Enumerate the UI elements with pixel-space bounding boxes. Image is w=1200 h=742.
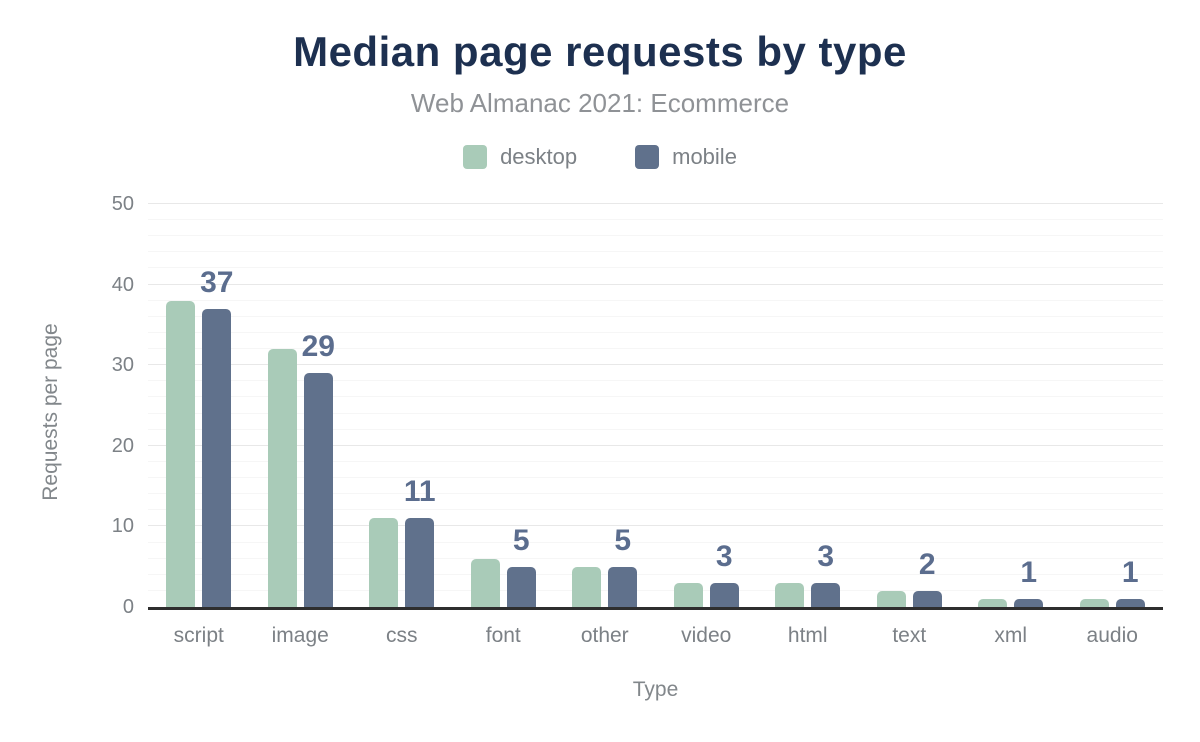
minor-gridline [148,589,1163,591]
minor-gridline [148,477,1163,479]
x-category-label: other [580,624,629,647]
y-tick-label: 40 [111,273,134,296]
minor-gridline [148,235,1163,237]
minor-gridline [148,573,1163,575]
bar-desktop-xml [978,599,1008,607]
bar-value-label: 29 [301,330,335,363]
legend-label: mobile [672,144,737,169]
bar-group-other: 5 other [554,204,656,647]
bar-mobile-audio [1115,599,1145,607]
bar-value-label: 5 [512,524,530,557]
minor-gridline [148,315,1163,317]
bar-mobile-html [811,583,841,607]
legend: desktop mobile [0,144,1200,170]
x-category-label: audio [1086,624,1138,647]
major-gridline [148,444,1163,446]
bar-desktop-script [166,301,196,607]
bar-desktop-image [267,349,297,607]
bar-mobile-css [405,518,435,607]
plot-area: 37 script 29 image 11 css 5 font 5 other 3 video 3 ht… [148,203,1164,647]
legend-swatch-mobile [635,145,660,169]
y-tick-label: 10 [111,515,134,538]
bar-mobile-video [709,583,739,607]
x-axis-title: Type [632,678,679,701]
bar-group-html: 3 html [757,204,859,647]
bar-desktop-other [572,567,602,607]
bar-desktop-text [876,591,906,607]
legend-item-desktop: desktop [463,144,577,170]
bar-value-label: 11 [403,475,436,508]
bar-value-label: 1 [1121,556,1139,589]
bar-desktop-video [673,583,703,607]
bar-mobile-image [303,373,333,607]
x-category-label: image [271,624,329,647]
minor-gridline [148,541,1163,543]
y-tick-label: 0 [122,596,134,618]
major-gridline [148,203,1163,204]
bar-value-label: 3 [715,540,733,573]
y-tick-label: 30 [111,354,134,377]
x-category-label: css [386,624,418,647]
bar-group-video: 3 video [656,204,758,647]
x-category-label: video [681,624,732,647]
bar-desktop-html [775,583,805,607]
y-tick-label: 20 [111,434,134,457]
bar-mobile-font [506,567,536,607]
y-tick-label: 50 [111,193,134,215]
legend-label: desktop [500,144,578,169]
chart-title: Median page requests by type [293,28,907,75]
bar-mobile-other [608,567,638,607]
bar-group-font: 5 font [453,204,555,647]
bar-desktop-font [470,559,500,607]
minor-gridline [148,348,1163,350]
legend-item-mobile: mobile [635,144,737,170]
minor-gridline [148,380,1163,382]
minor-gridline [148,219,1163,221]
bar-group-image: 29 image [250,204,352,647]
minor-gridline [148,557,1163,559]
bar-mobile-script [202,309,232,607]
bar-group-css: 11 css [351,204,453,647]
bar-desktop-css [369,518,399,607]
bar-group-audio: 1 audio [1062,204,1164,647]
bar-value-label: 3 [817,540,835,573]
minor-gridline [148,331,1163,333]
bar-value-label: 5 [614,524,632,557]
minor-gridline [148,251,1163,253]
major-gridline [148,283,1163,285]
minor-gridline [148,299,1163,301]
bar-mobile-xml [1014,599,1044,607]
bar-groups: 37 script 29 image 11 css 5 font 5 other 3 video 3 ht… [148,204,1164,647]
bar-desktop-audio [1079,599,1109,607]
bar-value-label: 37 [200,266,234,299]
minor-gridline [148,396,1163,398]
bar-mobile-text [912,591,942,607]
minor-gridline [148,460,1163,462]
minor-gridline [148,267,1163,269]
bar-group-xml: 1 xml [960,204,1062,647]
chart-subtitle: Web Almanac 2021: Ecommerce [410,88,790,118]
bar-group-script: 37 script [148,204,250,647]
x-category-label: xml [994,624,1028,647]
minor-gridline [148,428,1163,430]
minor-gridline [148,493,1163,495]
bar-value-label: 2 [918,548,936,581]
minor-gridline [148,412,1163,414]
x-category-label: text [892,624,927,647]
major-gridline [148,525,1163,527]
x-category-label: font [485,624,521,647]
y-axis-ticks: 0 10 20 30 40 50 [0,193,134,618]
x-category-label: script [173,624,224,647]
bar-group-text: 2 text [859,204,961,647]
x-category-label: html [787,624,828,647]
minor-gridline [148,509,1163,511]
bar-value-label: 1 [1020,556,1038,589]
legend-swatch-desktop [463,145,488,169]
major-gridline [148,364,1163,366]
